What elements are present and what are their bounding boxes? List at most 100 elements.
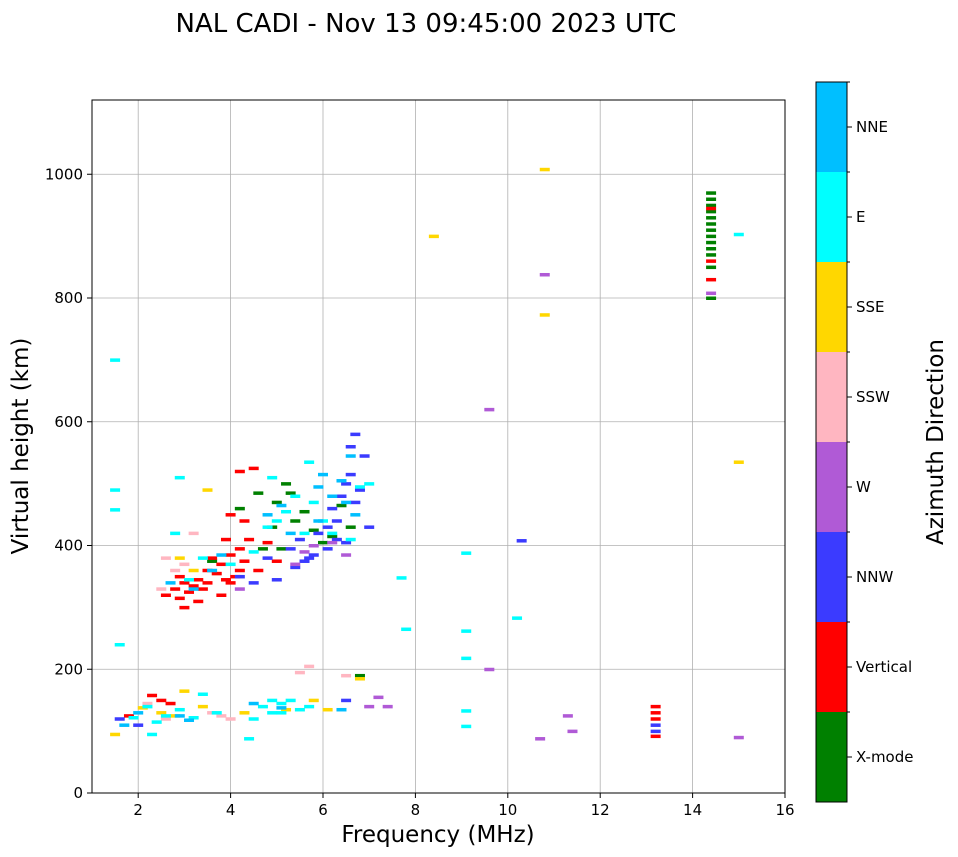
data-point [341, 540, 352, 545]
data-point [539, 313, 550, 317]
data-point [276, 503, 287, 508]
data-point [706, 277, 717, 282]
data-point [331, 537, 342, 542]
x-tick-label: 8 [411, 801, 421, 819]
data-point [516, 539, 527, 543]
series-sse [110, 167, 744, 737]
data-point [156, 698, 167, 703]
data-point [535, 737, 546, 741]
x-axis-label: Frequency (MHz) [341, 822, 534, 848]
data-point [179, 581, 190, 585]
data-point [294, 537, 305, 542]
data-point [290, 565, 301, 570]
data-point [461, 629, 472, 633]
data-points [110, 167, 744, 741]
data-point [216, 562, 227, 567]
data-point [341, 500, 352, 505]
data-point [290, 494, 301, 498]
data-point [364, 704, 375, 709]
y-tick-label: 0 [73, 784, 83, 802]
x-tick-label: 10 [498, 801, 517, 819]
data-point [706, 259, 717, 263]
data-point [179, 689, 190, 693]
data-point [345, 454, 356, 458]
data-point [225, 581, 236, 585]
colorbar-segment [816, 172, 847, 262]
data-point [281, 482, 292, 486]
data-point [184, 578, 195, 582]
data-point [110, 508, 121, 512]
data-point [308, 698, 319, 703]
plot-background [92, 100, 785, 793]
data-point [211, 571, 222, 576]
data-point [257, 704, 268, 709]
data-point [197, 556, 208, 560]
data-point [110, 488, 121, 492]
data-point [322, 547, 333, 551]
x-tick-label: 16 [775, 801, 794, 819]
data-point [165, 581, 176, 585]
y-axis-ticks: 0 200 400 600 800 1000 [45, 165, 92, 802]
data-point [322, 707, 333, 712]
data-point [248, 701, 259, 706]
colorbar-segment [816, 352, 847, 442]
chart-title: NAL CADI - Nov 13 09:45:00 2023 UTC [176, 9, 677, 39]
data-point [318, 540, 328, 545]
colorbar-segment [816, 622, 847, 712]
data-point [174, 574, 185, 579]
data-point [706, 197, 717, 201]
data-point [156, 587, 167, 591]
data-point [733, 735, 744, 740]
data-point [706, 240, 717, 245]
data-point [179, 562, 190, 567]
data-point [114, 717, 125, 721]
data-point [267, 475, 278, 480]
data-point [341, 553, 352, 557]
data-point [706, 228, 717, 232]
data-point [318, 472, 328, 477]
data-point [308, 544, 319, 548]
data-point [706, 222, 717, 226]
data-point [304, 460, 315, 464]
data-point [184, 718, 195, 722]
data-point [350, 513, 361, 517]
data-point [119, 723, 130, 727]
data-point [207, 556, 218, 560]
data-point [174, 707, 185, 712]
data-point [271, 578, 282, 582]
data-point [308, 528, 319, 533]
colorbar-tick-label: X-mode [856, 748, 913, 766]
y-tick-label: 400 [54, 537, 83, 555]
data-point [285, 698, 296, 703]
data-point [142, 704, 153, 709]
data-point [336, 479, 347, 483]
data-point [248, 550, 259, 554]
data-point [354, 488, 365, 492]
data-point [706, 216, 717, 220]
data-point [188, 587, 199, 591]
x-tick-label: 2 [133, 801, 143, 819]
colorbar-segment [816, 442, 847, 532]
data-point [322, 525, 333, 529]
data-point [313, 485, 324, 489]
data-point [170, 531, 181, 536]
data-point [650, 729, 661, 734]
data-point [271, 500, 282, 505]
data-point [253, 491, 264, 495]
data-point [461, 724, 472, 729]
data-point [262, 556, 273, 560]
data-point [539, 167, 550, 172]
data-point [276, 701, 287, 706]
data-point [364, 525, 375, 529]
data-point [244, 737, 255, 741]
colorbar-segment [816, 712, 847, 802]
data-point [248, 717, 259, 721]
data-point [220, 537, 231, 542]
data-point [327, 531, 338, 536]
data-point [211, 711, 222, 715]
data-point [156, 711, 167, 715]
data-point [160, 714, 171, 718]
data-point [234, 547, 245, 551]
data-point [382, 704, 393, 709]
